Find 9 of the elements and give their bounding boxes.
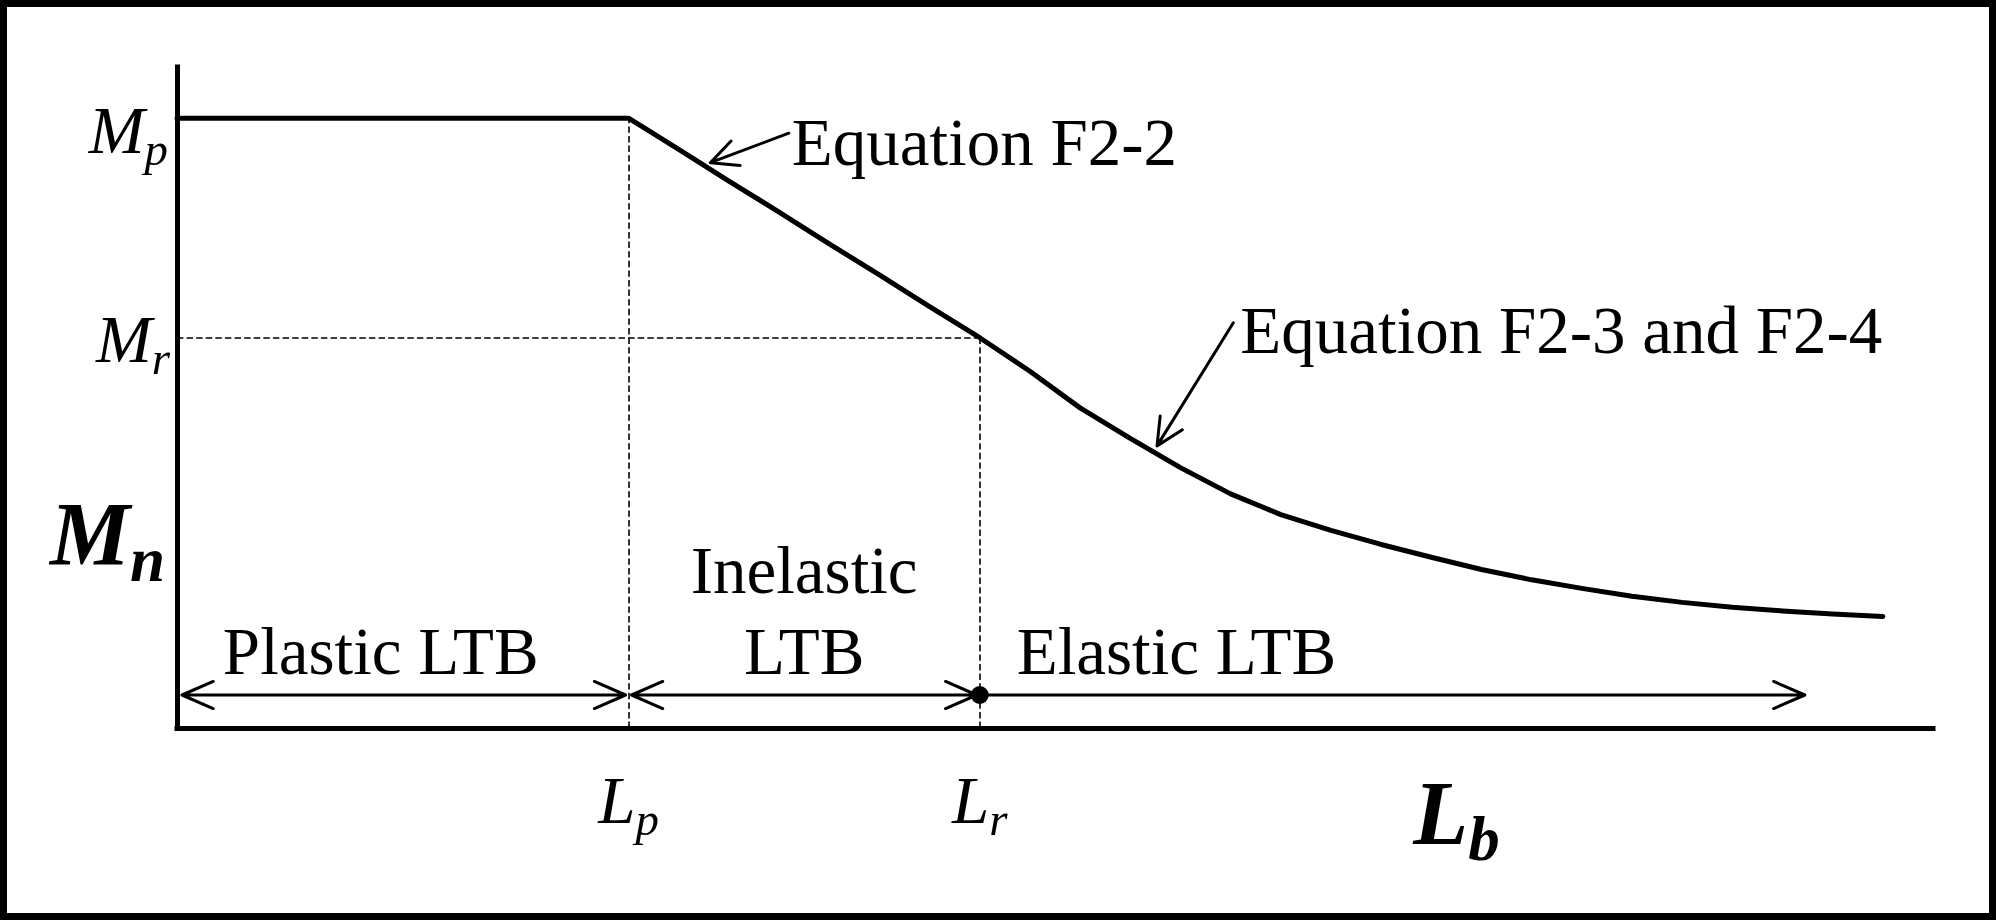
text: M$_{p}$ [88,93,168,175]
y-axis-title: M$_{n}$ [49,485,165,595]
x-axis-title: L$_{b}$ [1413,764,1500,874]
annotation: Inelastic LTB [689,531,919,690]
annotation: Equation F2-2 [791,105,1178,180]
annotation: Elastic LTB [1016,612,1337,690]
ref-line-label: M$_{r}$ [95,301,170,384]
annotation: Equation F2-3 and F2-4 [1240,292,1883,367]
annotation: Plastic LTB [222,612,539,690]
